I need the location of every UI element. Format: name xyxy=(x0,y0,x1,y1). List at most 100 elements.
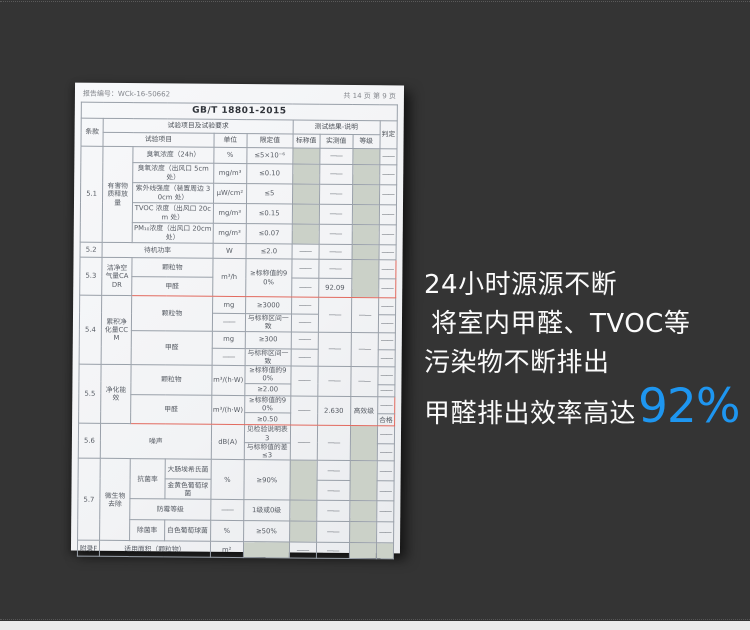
report-number: 报告编号：WCk-16-50662 xyxy=(82,89,171,99)
clause-cell: 5.3 xyxy=(79,257,103,296)
header-nominal: 标称值 xyxy=(292,133,320,149)
clause-cell: 5.2 xyxy=(80,242,103,258)
table-cell xyxy=(349,500,377,523)
unit-cell: % xyxy=(210,520,244,542)
unit-cell: mg xyxy=(211,330,246,349)
table-cell xyxy=(349,542,377,560)
limit-cell: ≥3000 xyxy=(245,296,292,314)
header-test-item: 试验项目 xyxy=(103,132,214,148)
table-cell xyxy=(243,541,290,559)
limit-cell: ≥50% xyxy=(243,520,290,543)
table-cell: —— xyxy=(317,331,352,367)
table-row: 5.1 有害物质释放量 臭氧浓度（24h） % ≤5×10⁻⁶ —— —— xyxy=(80,146,397,243)
table-cell: —— xyxy=(376,522,394,544)
unit-cell: μW/cm² xyxy=(213,183,247,204)
limit-cell: ≥90% xyxy=(243,459,290,501)
limit-cell: ≥2.00 xyxy=(244,383,291,396)
table-cell xyxy=(375,543,394,560)
table-cell: —— xyxy=(319,164,353,185)
limit-cell: 与标称区间一致 xyxy=(245,313,292,332)
table-cell: —— xyxy=(318,224,353,245)
table-cell: —— xyxy=(318,244,352,260)
table-cell: —— xyxy=(378,244,397,260)
bottom-dotted-line xyxy=(0,619,750,620)
table-cell: —— xyxy=(316,521,350,543)
limit-cell: ≤5×10⁻⁶ xyxy=(246,147,293,164)
header-limit: 限定值 xyxy=(246,133,293,148)
item-cell: 大肠埃希氏菌 xyxy=(164,459,211,480)
unit-cell: m³/(h·W) xyxy=(211,394,245,425)
clause-cell: 5.7 xyxy=(77,458,101,541)
unit-cell: dB(A) xyxy=(210,424,245,460)
caption-line-4: 甲醛排出效率高达 92% xyxy=(424,383,740,434)
clause-cell: 5.6 xyxy=(78,423,101,459)
table-cell: —— xyxy=(291,296,319,315)
item-cell: 适用面积（颗粒物） xyxy=(99,540,211,558)
table-cell xyxy=(291,203,320,225)
table-cell xyxy=(352,204,380,225)
table-cell xyxy=(352,148,380,165)
table-cell xyxy=(351,224,379,245)
limit-cell: ≤2.0 xyxy=(245,243,292,259)
table-row: 5.7 微生物去除 抗菌率 大肠埃希氏菌 % ≥90% —— —— xyxy=(77,458,395,541)
table-row: 5.3 洁净空气量CADR 颗粒物 m³/h ≥标称值的90% —— —— —— xyxy=(79,257,397,298)
marketing-caption: 24小时源源不断 将室内甲醛、TVOC等 污染物不断排出 甲醛排出效率高达 92… xyxy=(424,266,740,434)
limit-cell: ≥标称值的90% xyxy=(244,395,291,414)
table-cell xyxy=(349,521,377,544)
table-cell: —— xyxy=(319,148,353,165)
table-cell: —— xyxy=(290,331,318,349)
top-border-line xyxy=(0,1,750,2)
table-cell: —— xyxy=(377,332,396,350)
limit-cell: ≤0.15 xyxy=(246,203,293,224)
table-cell: —— xyxy=(379,148,397,165)
table-cell: —— xyxy=(316,425,351,461)
unit-cell: mg xyxy=(212,296,246,314)
bottom-light-bar xyxy=(0,621,750,630)
table-cell: —— xyxy=(317,366,351,397)
table-cell: —— xyxy=(378,259,397,279)
limit-cell: 与标称值的差≤3 xyxy=(244,442,291,461)
table-cell xyxy=(349,425,378,462)
header-results: 测试结果-说明 xyxy=(292,119,380,135)
page-count: 共 14 页 第 9 页 xyxy=(343,91,396,101)
table-row: 5.4 累积净化量CCM 颗粒物 mg ≥3000 —— —— —— —— xyxy=(79,295,396,365)
item-cell: 待机功率 xyxy=(102,242,213,259)
table-cell: —— xyxy=(377,396,395,415)
table-cell: —— xyxy=(291,313,319,332)
table-cell xyxy=(349,460,377,502)
table-cell: —— xyxy=(377,349,396,368)
item-cell: 防霉等级 xyxy=(129,498,211,521)
table-cell xyxy=(289,521,317,543)
table-cell: —— xyxy=(378,278,396,298)
item-cell: 甲醛 xyxy=(131,276,213,297)
table-cell xyxy=(352,164,380,185)
table-cell: —— xyxy=(350,332,378,367)
table-cell xyxy=(351,259,379,298)
unit-cell: % xyxy=(213,147,247,164)
table-cell: —— xyxy=(378,297,396,315)
table-cell: —— xyxy=(318,204,353,225)
item-cell: 甲醛 xyxy=(130,394,212,425)
header-grade: 等级 xyxy=(352,134,380,149)
table-cell: —— xyxy=(377,314,396,333)
table-cell: —— xyxy=(379,184,397,205)
table-cell: —— xyxy=(379,164,397,185)
table-cell: —— xyxy=(315,542,350,559)
unit-cell: mg/m³ xyxy=(212,223,247,244)
grade-cell: 高效级 xyxy=(350,396,378,426)
limit-cell: 1级或0级 xyxy=(243,499,290,522)
table-cell xyxy=(291,223,319,245)
item-cell: 甲醛 xyxy=(131,330,213,366)
item-cell: PM₁₀浓度（出风口 20cm 处） xyxy=(132,222,214,244)
limit-cell: ≥标称值的90% xyxy=(244,365,291,384)
item-cell: 紫外线强度（装置周边 30cm 处） xyxy=(132,182,214,204)
table-cell: —— xyxy=(289,542,317,559)
test-report-document: 报告编号：WCk-16-50662 共 14 页 第 9 页 GB/T 1880… xyxy=(70,82,405,560)
caption-line-2: 将室内甲醛、TVOC等 xyxy=(431,309,691,339)
limit-cell: ≥300 xyxy=(245,331,292,349)
item-cell: 颗粒物 xyxy=(131,295,213,331)
limit-cell: 与标称区间一致 xyxy=(244,348,291,367)
caption-line-4-text: 甲醛排出效率高达 xyxy=(424,399,637,429)
table-cell: —— xyxy=(317,297,352,333)
table-row: 附录F 适用面积（颗粒物） m² —— —— xyxy=(77,540,394,560)
